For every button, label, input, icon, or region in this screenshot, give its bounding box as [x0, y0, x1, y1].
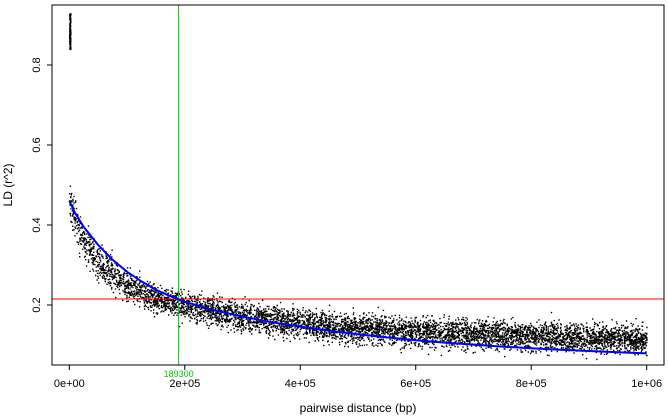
y-tick-label: 0.2 [31, 297, 43, 312]
y-tick-label: 0.8 [31, 57, 43, 72]
vline-label: 189300 [164, 369, 194, 379]
x-tick-label: 6e+05 [400, 378, 431, 390]
plot-frame [51, 4, 665, 366]
x-tick-label: 1e+06 [631, 378, 662, 390]
x-tick-label: 4e+05 [285, 378, 316, 390]
y-tick-label: 0.4 [31, 217, 43, 232]
y-axis-label: LD (r^2) [1, 164, 15, 207]
y-axis: 0.2 0.4 0.6 0.8 [31, 57, 52, 313]
y-tick-label: 0.6 [31, 137, 43, 152]
x-tick-label: 2e+05 [169, 378, 200, 390]
x-axis-label: pairwise distance (bp) [300, 401, 417, 415]
x-tick-label: 8e+05 [516, 378, 547, 390]
reference-lines: 189300 [52, 5, 664, 379]
x-tick-label: 0e+00 [54, 378, 85, 390]
fitted-decay-curve [68, 200, 647, 355]
x-axis: 0e+00 2e+05 4e+05 6e+05 8e+05 1e+06 [54, 365, 662, 390]
